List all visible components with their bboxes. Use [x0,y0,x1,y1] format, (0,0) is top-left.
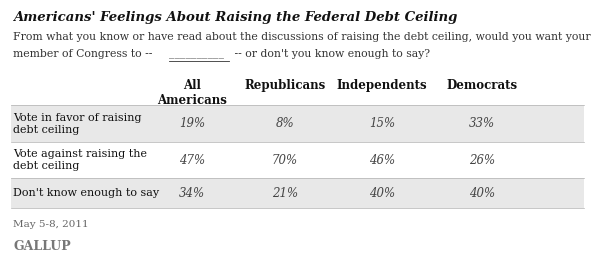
Text: 15%: 15% [369,117,395,130]
Text: 47%: 47% [179,154,205,167]
Bar [11,105,584,142]
Bar [11,179,584,209]
Text: Don't know enough to say: Don't know enough to say [13,189,159,199]
Text: 8%: 8% [276,117,294,130]
Text: From what you know or have read about the discussions of raising the debt ceilin: From what you know or have read about th… [13,32,590,42]
Text: 46%: 46% [369,154,395,167]
Bar [11,142,584,179]
Text: Americans' Feelings About Raising the Federal Debt Ceiling: Americans' Feelings About Raising the Fe… [13,11,457,24]
Text: GALLUP: GALLUP [13,240,71,253]
Text: Independents: Independents [337,79,427,92]
Text: 26%: 26% [469,154,495,167]
Text: 40%: 40% [369,187,395,200]
Text: 70%: 70% [272,154,298,167]
Text: All
Americans: All Americans [157,79,227,107]
Text: Vote in favor of raising
debt ceiling: Vote in favor of raising debt ceiling [13,113,141,135]
Text: member of Congress to --: member of Congress to -- [13,49,156,59]
Text: __________: __________ [169,49,224,59]
Text: -- or don't you know enough to say?: -- or don't you know enough to say? [231,49,430,59]
Text: Vote against raising the
debt ceiling: Vote against raising the debt ceiling [13,149,147,171]
Text: Republicans: Republicans [244,79,326,92]
Text: 21%: 21% [272,187,298,200]
Text: May 5-8, 2011: May 5-8, 2011 [13,220,89,229]
Text: 19%: 19% [179,117,205,130]
Text: 34%: 34% [179,187,205,200]
Text: Democrats: Democrats [447,79,517,92]
Text: 33%: 33% [469,117,495,130]
Text: 40%: 40% [469,187,495,200]
